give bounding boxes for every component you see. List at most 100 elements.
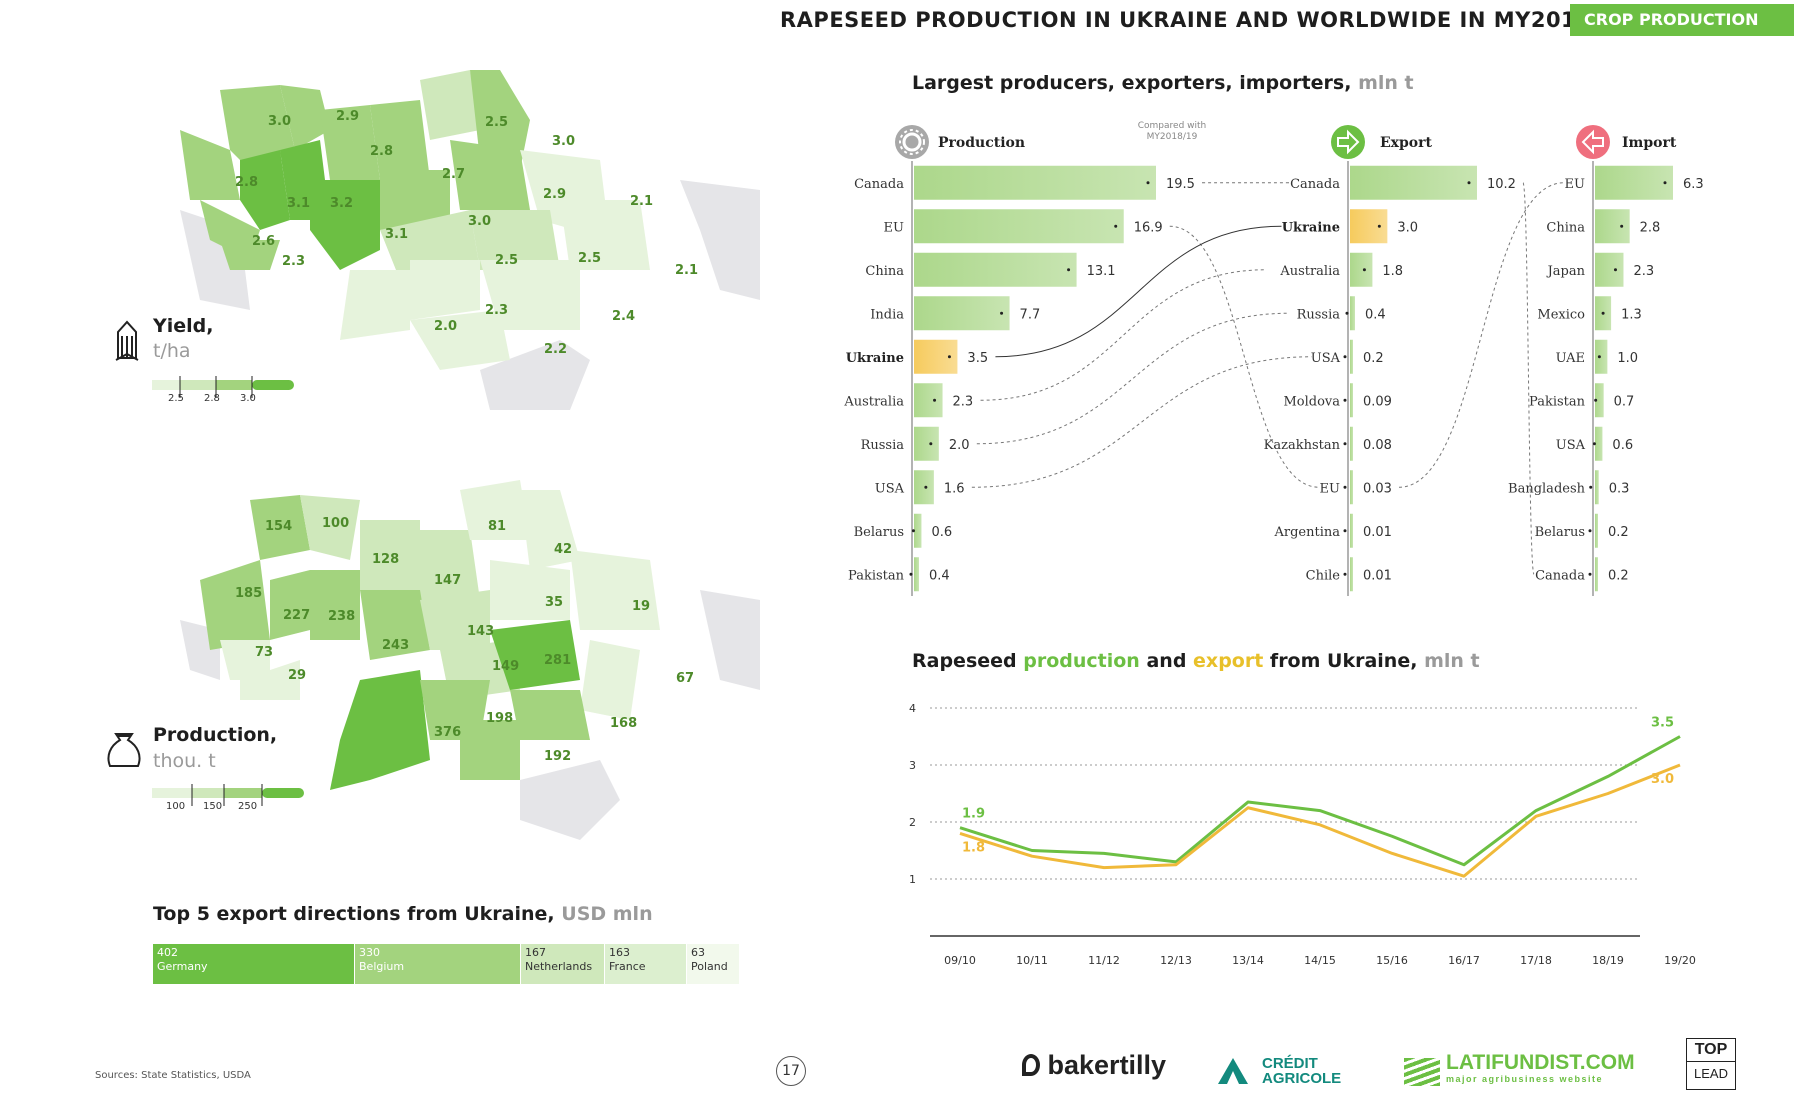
map-value: 281	[544, 653, 571, 668]
export-bar-dot	[1343, 442, 1347, 446]
line-title-part3: and	[1146, 650, 1187, 672]
region	[330, 670, 430, 790]
map-value: 227	[283, 608, 310, 623]
production-bar-dot	[933, 398, 937, 402]
bakertilly-text: bakertilly	[1047, 1050, 1167, 1080]
import-bar-dot	[1620, 224, 1624, 228]
import-bar	[1595, 165, 1673, 200]
x-tick-label: 12/13	[1160, 954, 1192, 967]
connector-line	[1169, 225, 1320, 488]
x-tick-label: 19/20	[1664, 954, 1696, 967]
map-value: 35	[545, 595, 563, 610]
treemap-value: 163	[609, 946, 630, 959]
legend-tick: 2.5	[168, 393, 184, 404]
map-value: 2.7	[442, 167, 465, 182]
region	[370, 100, 430, 180]
treemap-value: 402	[157, 946, 178, 959]
export-category-label: USA	[1311, 351, 1341, 366]
production-bar	[914, 383, 943, 418]
production-value-label: 0.4	[929, 568, 950, 583]
section-badge: CROP PRODUCTION	[1570, 4, 1794, 36]
import-category-label: Mexico	[1537, 307, 1585, 322]
import-header: Import	[1622, 135, 1677, 151]
region	[220, 85, 295, 170]
production-bar	[914, 165, 1156, 200]
legend-tick: 2.8	[204, 393, 220, 404]
region	[240, 150, 290, 230]
production-bar-dot	[909, 572, 913, 576]
export-value-label: 3.0	[1397, 220, 1418, 235]
export-category-label: EU	[1320, 481, 1340, 496]
toplead-logo: TOP LEAD	[1686, 1038, 1736, 1090]
map-value: 243	[382, 638, 409, 653]
import-category-label: China	[1546, 220, 1585, 235]
map-value: 185	[235, 586, 262, 601]
latifundist-field-icon	[1404, 1058, 1440, 1086]
production-bars: Canada 19.5 EU 16.9 China 13.1 India 7.7 Ukraine…	[843, 161, 1195, 596]
export-bar-dot	[1343, 572, 1347, 576]
production-value-label: 7.7	[1020, 307, 1041, 322]
region	[200, 560, 270, 650]
y-tick-label: 4	[909, 702, 916, 715]
export-bar-dot	[1343, 485, 1347, 489]
x-tick-label: 13/14	[1232, 954, 1264, 967]
connector-line	[995, 225, 1282, 358]
arrow-left-icon	[1576, 125, 1610, 159]
export-annotation: 3.0	[1651, 772, 1674, 787]
export-bar-dot	[1377, 224, 1381, 228]
production-bar-dot	[929, 442, 933, 446]
import-bar	[1595, 209, 1630, 244]
production-bar	[914, 470, 934, 505]
line-title-part1: Rapeseed	[912, 650, 1017, 672]
import-value-label: 6.3	[1683, 177, 1704, 192]
production-category-label: Australia	[843, 394, 904, 409]
export-value-label: 0.09	[1363, 394, 1392, 409]
export-bar	[1350, 557, 1353, 592]
line-title-export: export	[1193, 650, 1264, 672]
production-category-label: Pakistan	[848, 568, 905, 583]
production-bar-dot	[911, 529, 915, 533]
region	[180, 130, 240, 200]
connector-line	[976, 312, 1290, 445]
import-bar	[1595, 470, 1599, 505]
import-bars: EU 6.3 China 2.8 Japan 2.3 Mexico 1.3 UAE 1.0 Paki…	[1508, 161, 1704, 596]
latifundist-logo: LATIFUNDIST.COM major agribusiness websi…	[1404, 1052, 1635, 1086]
import-value-label: 2.3	[1633, 264, 1654, 279]
production-value-label: 3.5	[967, 351, 988, 366]
region	[220, 240, 280, 270]
treemap-country: Belgium	[359, 960, 405, 973]
map-value: 2.4	[612, 309, 635, 324]
import-bar	[1595, 252, 1624, 287]
region	[460, 480, 530, 540]
map-value: 2.9	[336, 109, 359, 124]
production-category-label: Canada	[854, 177, 904, 192]
production-bar-dot	[1114, 224, 1118, 228]
compared-note-year: MY2018/19	[1147, 132, 1198, 142]
credit-agricole-text2: AGRICOLE	[1262, 1070, 1342, 1087]
yield-legend-unit: t/ha	[153, 340, 191, 362]
toplead-lead-text: LEAD	[1694, 1066, 1728, 1081]
region	[560, 200, 650, 270]
production-bar	[914, 513, 922, 548]
map-value: 2.0	[434, 319, 457, 334]
map-value: 192	[544, 749, 571, 764]
export-value-label: 1.8	[1382, 264, 1403, 279]
import-value-label: 0.3	[1609, 481, 1630, 496]
export-bar	[1350, 165, 1477, 200]
region	[360, 590, 430, 660]
export-bar-dot	[1362, 268, 1366, 272]
page-number: 17	[776, 1056, 806, 1086]
x-tick-label: 17/18	[1520, 954, 1552, 967]
import-category-label: Japan	[1546, 264, 1586, 279]
import-bar-dot	[1594, 398, 1598, 402]
import-bar-dot	[1588, 529, 1592, 533]
region	[310, 570, 360, 640]
x-tick-label: 10/11	[1016, 954, 1048, 967]
region	[340, 270, 410, 340]
page-title: RAPESEED PRODUCTION IN UKRAINE AND WORLD…	[780, 8, 1630, 32]
export-bars: Canada 10.2 Ukraine 3.0 Australia 1.8 Russia 0.…	[1264, 161, 1516, 596]
region	[220, 640, 270, 680]
line-chart: 1 2 3 4 09/10 10/11 11/12 12/13 13/14 14/15 15/16 1…	[909, 702, 1696, 967]
export-bar	[1350, 383, 1353, 418]
arrow-right-icon	[1331, 125, 1365, 159]
